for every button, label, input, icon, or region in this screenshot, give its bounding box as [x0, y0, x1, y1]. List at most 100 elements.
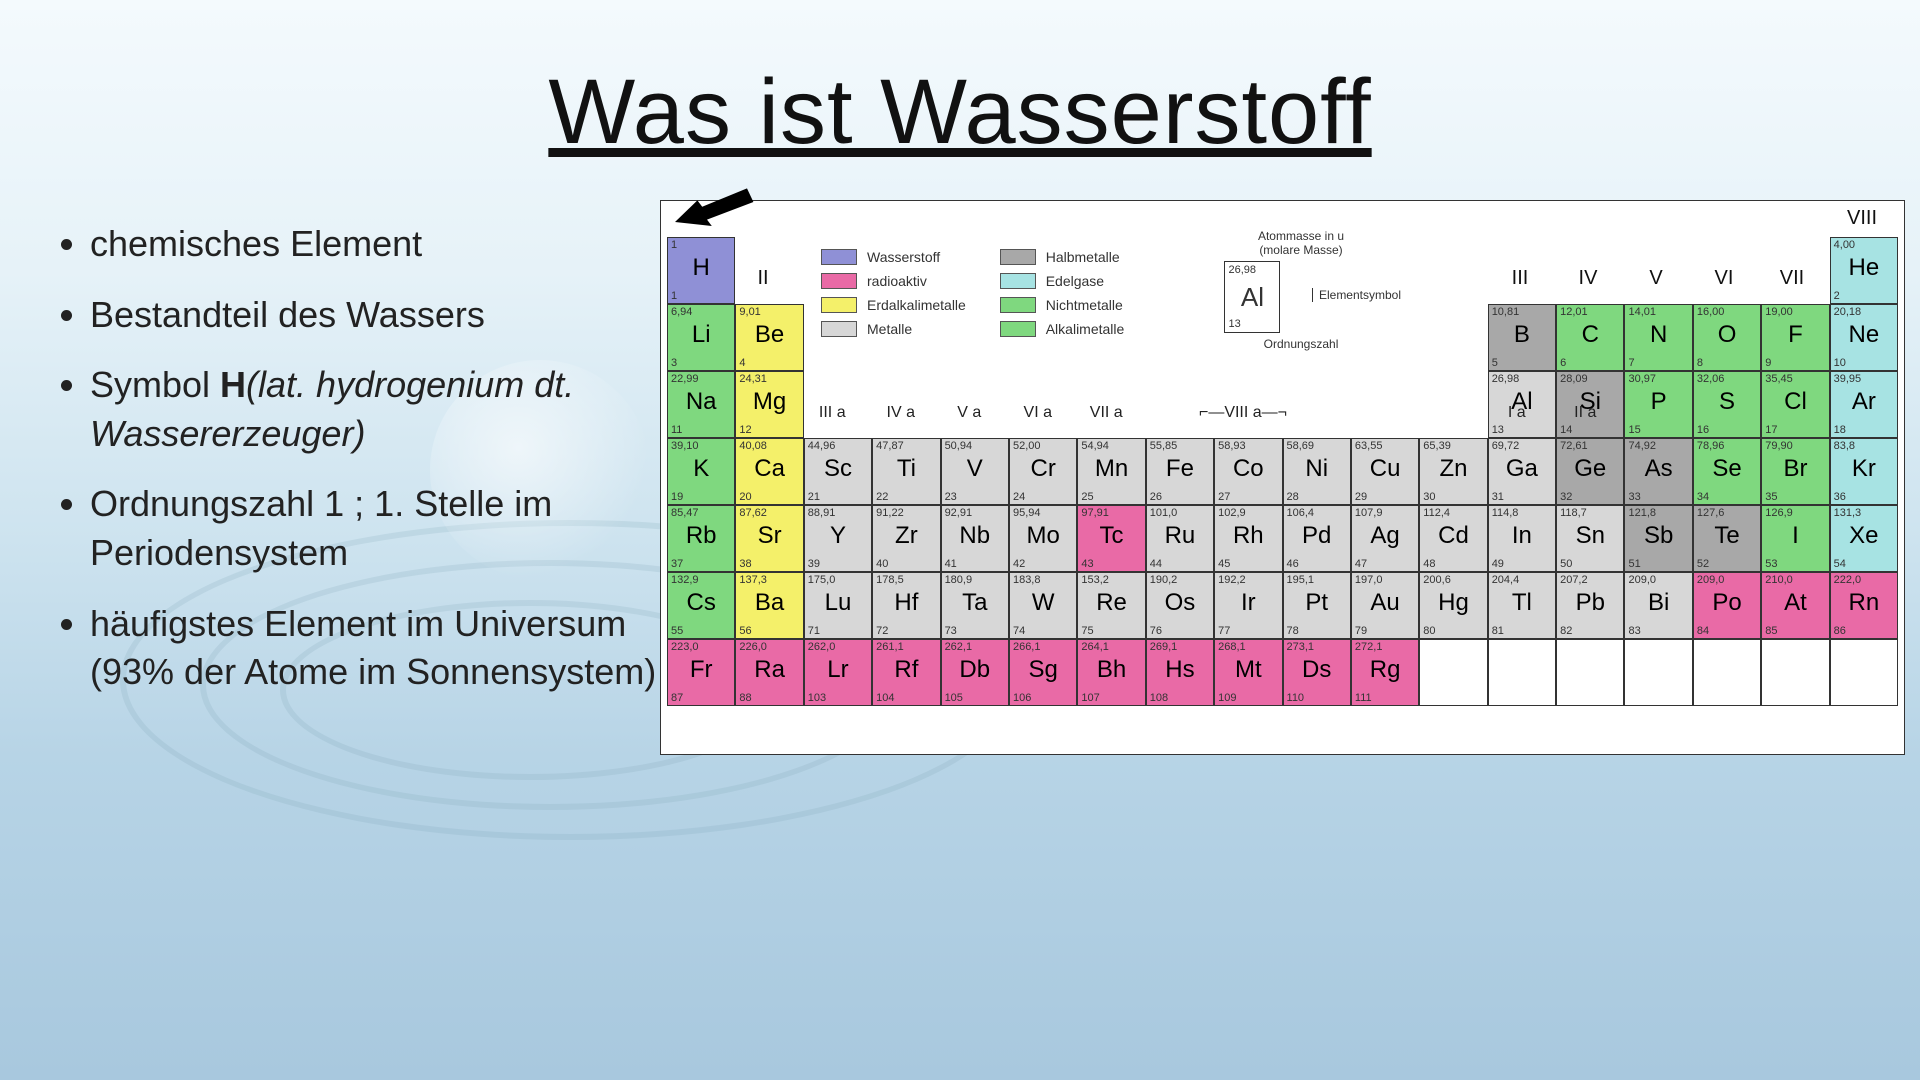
- element-symbol: Db: [942, 656, 1008, 684]
- element-symbol: Mn: [1078, 455, 1144, 483]
- element-number: 29: [1355, 491, 1367, 503]
- element-cell: 85,47Rb37: [667, 505, 735, 572]
- pt-gap: [1419, 304, 1487, 371]
- element-cell: 175,0Lu71: [804, 572, 872, 639]
- element-symbol: Rn: [1831, 589, 1897, 617]
- element-number: 38: [739, 558, 751, 570]
- pt-gap: [941, 237, 1009, 304]
- subgroup-label: II a: [1551, 404, 1620, 422]
- element-mass: 226,0: [739, 641, 767, 653]
- element-cell: 39,10K19: [667, 438, 735, 505]
- element-mass: 54,94: [1081, 440, 1109, 452]
- element-cell: 63,55Cu29: [1351, 438, 1419, 505]
- element-cell: 102,9Rh45: [1214, 505, 1282, 572]
- element-number: 48: [1423, 558, 1435, 570]
- element-number: 84: [1697, 625, 1709, 637]
- element-cell: 127,6Te52: [1693, 505, 1761, 572]
- element-mass: 44,96: [808, 440, 836, 452]
- element-symbol: Mt: [1215, 656, 1281, 684]
- element-cell: 1H1: [667, 237, 735, 304]
- element-number: 42: [1013, 558, 1025, 570]
- element-symbol: As: [1625, 455, 1691, 483]
- element-mass: 87,62: [739, 507, 767, 519]
- element-mass: 153,2: [1081, 574, 1109, 586]
- element-cell: [1693, 639, 1761, 706]
- element-symbol: Ba: [736, 589, 802, 617]
- element-cell: 44,96Sc21: [804, 438, 872, 505]
- element-number: 1: [671, 290, 677, 302]
- element-symbol: F: [1762, 321, 1828, 349]
- element-number: 87: [671, 692, 683, 704]
- element-cell: 121,8Sb51: [1624, 505, 1692, 572]
- element-number: 80: [1423, 625, 1435, 637]
- element-cell: [1556, 639, 1624, 706]
- element-mass: 91,22: [876, 507, 904, 519]
- element-mass: 204,4: [1492, 574, 1520, 586]
- element-number: 74: [1013, 625, 1025, 637]
- element-mass: 58,93: [1218, 440, 1246, 452]
- group-label: VII: [1758, 267, 1826, 290]
- element-symbol: Zr: [873, 522, 939, 550]
- element-cell: 6,94Li3: [667, 304, 735, 371]
- pt-gap: [872, 237, 940, 304]
- subgroup-label: VI a: [1004, 404, 1073, 422]
- element-symbol: Sg: [1010, 656, 1076, 684]
- element-number: 53: [1765, 558, 1777, 570]
- element-cell: 54,94Mn25: [1077, 438, 1145, 505]
- element-mass: 175,0: [808, 574, 836, 586]
- slide-title: Was ist Wasserstoff: [0, 0, 1920, 165]
- element-cell: 4,00He2: [1830, 237, 1898, 304]
- pt-row: 223,0Fr87226,0Ra88262,0Lr103261,1Rf10426…: [667, 639, 1898, 706]
- element-number: 21: [808, 491, 820, 503]
- element-mass: 101,0: [1150, 507, 1178, 519]
- element-cell: 10,81B5: [1488, 304, 1556, 371]
- element-mass: 273,1: [1287, 641, 1315, 653]
- subgroup-label: III a: [798, 404, 867, 422]
- group-label: V: [1622, 267, 1690, 290]
- element-cell: 207,2Pb82: [1556, 572, 1624, 639]
- element-symbol: Mo: [1010, 522, 1076, 550]
- element-mass: 112,4: [1423, 507, 1450, 519]
- element-symbol: Rh: [1215, 522, 1281, 550]
- element-number: 27: [1218, 491, 1230, 503]
- element-number: 8: [1697, 357, 1703, 369]
- element-symbol: Cr: [1010, 455, 1076, 483]
- element-number: 72: [876, 625, 888, 637]
- group-label: IV: [1554, 267, 1622, 290]
- element-number: 16: [1697, 424, 1709, 436]
- element-number: 54: [1834, 558, 1846, 570]
- pt-row: 6,94Li39,01Be410,81B512,01C614,01N716,00…: [667, 304, 1898, 371]
- group-label: VIII: [1828, 207, 1896, 230]
- pt-gap: [1146, 237, 1214, 304]
- element-number: 103: [808, 692, 826, 704]
- element-number: 15: [1628, 424, 1640, 436]
- element-mass: 9,01: [739, 306, 760, 318]
- element-number: 6: [1560, 357, 1566, 369]
- element-symbol: Ne: [1831, 321, 1897, 349]
- element-cell: 95,94Mo42: [1009, 505, 1077, 572]
- element-cell: [1488, 639, 1556, 706]
- element-number: 75: [1081, 625, 1093, 637]
- group-label: III: [1486, 267, 1554, 290]
- element-cell: 91,22Zr40: [872, 505, 940, 572]
- element-symbol: Ti: [873, 455, 939, 483]
- element-symbol: Cd: [1420, 522, 1486, 550]
- element-cell: 83,8Kr36: [1830, 438, 1898, 505]
- element-cell: 24,31Mg12: [735, 371, 803, 438]
- pt-row: 85,47Rb3787,62Sr3888,91Y3991,22Zr4092,91…: [667, 505, 1898, 572]
- element-cell: 92,91Nb41: [941, 505, 1009, 572]
- element-mass: 269,1: [1150, 641, 1178, 653]
- element-cell: 226,0Ra88: [735, 639, 803, 706]
- element-cell: 269,1Hs108: [1146, 639, 1214, 706]
- bullet-item: chemisches Element: [90, 220, 690, 269]
- element-number: 71: [808, 625, 820, 637]
- periodic-table-grid: 1H14,00He26,94Li39,01Be410,81B512,01C614…: [667, 237, 1898, 707]
- element-symbol: In: [1489, 522, 1555, 550]
- element-mass: 63,55: [1355, 440, 1383, 452]
- element-cell: 16,00O8: [1693, 304, 1761, 371]
- element-number: 41: [945, 558, 957, 570]
- element-number: 45: [1218, 558, 1230, 570]
- element-mass: 14,01: [1628, 306, 1656, 318]
- group-label: II: [733, 267, 793, 290]
- pt-gap: [1351, 237, 1419, 304]
